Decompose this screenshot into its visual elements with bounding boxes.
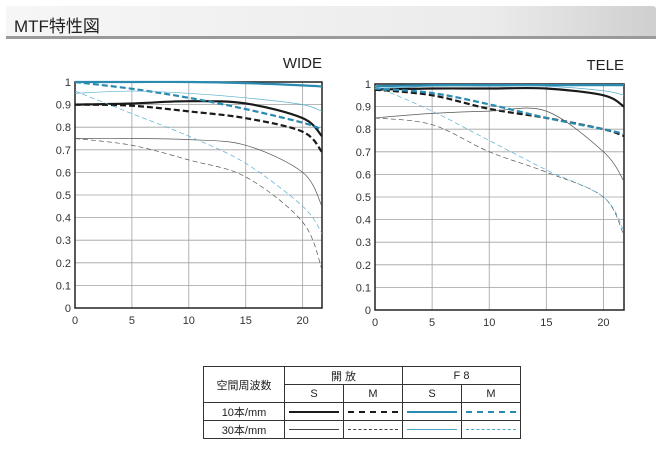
x-tick-label: 20: [597, 317, 609, 329]
y-tick-label: 1: [65, 77, 71, 89]
series-line: [374, 85, 625, 96]
legend-line-f8-30-s: [407, 429, 457, 431]
legend-line-open-10-m: [348, 410, 398, 413]
legend-f8: F 8: [402, 366, 521, 385]
legend-line-f8-10-m: [466, 410, 516, 413]
x-tick-label: 0: [72, 315, 78, 327]
series-line: [74, 90, 323, 112]
y-tick-label: 0.9: [356, 102, 371, 114]
section-header: MTF特性図: [6, 6, 656, 39]
legend-line-open-30-s: [289, 429, 339, 431]
y-tick-label: 0.3: [356, 237, 371, 249]
y-tick-label: 0.4: [356, 215, 371, 227]
y-tick-label: 0.8: [356, 124, 371, 136]
legend-s: S: [284, 384, 344, 403]
y-tick-label: 1: [365, 79, 371, 91]
series-line: [374, 117, 625, 236]
chart-title: TELE: [586, 57, 624, 74]
series-line: [74, 100, 323, 138]
y-tick-label: 0.1: [56, 280, 71, 292]
y-tick-label: 0.3: [56, 235, 71, 247]
legend-line-open-30-m: [348, 429, 398, 431]
y-tick-label: 0.5: [356, 192, 371, 204]
y-tick-label: 0.7: [56, 145, 71, 157]
y-tick-label: 0: [65, 303, 71, 315]
legend-m: M: [461, 384, 521, 403]
x-tick-label: 10: [483, 317, 495, 329]
y-tick-label: 0.9: [56, 100, 71, 112]
y-tick-label: 0.1: [356, 282, 371, 294]
y-tick-label: 0.6: [356, 169, 371, 181]
x-tick-label: 10: [183, 315, 195, 327]
y-tick-label: 0.8: [56, 122, 71, 134]
y-tick-label: 0.5: [56, 190, 71, 202]
legend-row-10: 10本/mm: [203, 402, 285, 421]
legend-m: M: [343, 384, 403, 403]
section-title: MTF特性図: [14, 17, 100, 36]
series-line: [74, 90, 323, 234]
series-line: [74, 80, 323, 131]
x-tick-label: 15: [240, 315, 252, 327]
plot-frame: [374, 83, 625, 311]
x-tick-label: 5: [129, 315, 135, 327]
legend-corner: 空間周波数: [203, 366, 285, 403]
legend-line-f8-30-m: [466, 429, 516, 431]
legend-line-f8-10-s: [407, 410, 457, 413]
series-line: [374, 87, 625, 135]
y-tick-label: 0.6: [56, 167, 71, 179]
series-line: [374, 107, 625, 182]
x-tick-label: 15: [540, 317, 552, 329]
x-tick-label: 5: [429, 317, 435, 329]
legend-open: 開 放: [284, 366, 403, 385]
series-line: [374, 83, 624, 88]
series-line: [75, 80, 323, 88]
series-line: [374, 86, 625, 108]
y-tick-label: 0.2: [56, 258, 71, 270]
y-tick-label: 0.2: [356, 260, 371, 272]
series-line: [74, 138, 323, 207]
y-tick-label: 0.7: [356, 147, 371, 159]
legend-line-open-10-s: [289, 410, 339, 413]
chart-title: WIDE: [283, 55, 322, 72]
series-line: [74, 138, 323, 270]
x-tick-label: 0: [372, 317, 378, 329]
legend-row-30: 30本/mm: [203, 420, 285, 439]
y-tick-label: 0: [365, 305, 371, 317]
x-tick-label: 20: [297, 315, 309, 327]
y-tick-label: 0.4: [56, 213, 71, 225]
series-line: [374, 85, 625, 232]
legend-s: S: [402, 384, 462, 403]
